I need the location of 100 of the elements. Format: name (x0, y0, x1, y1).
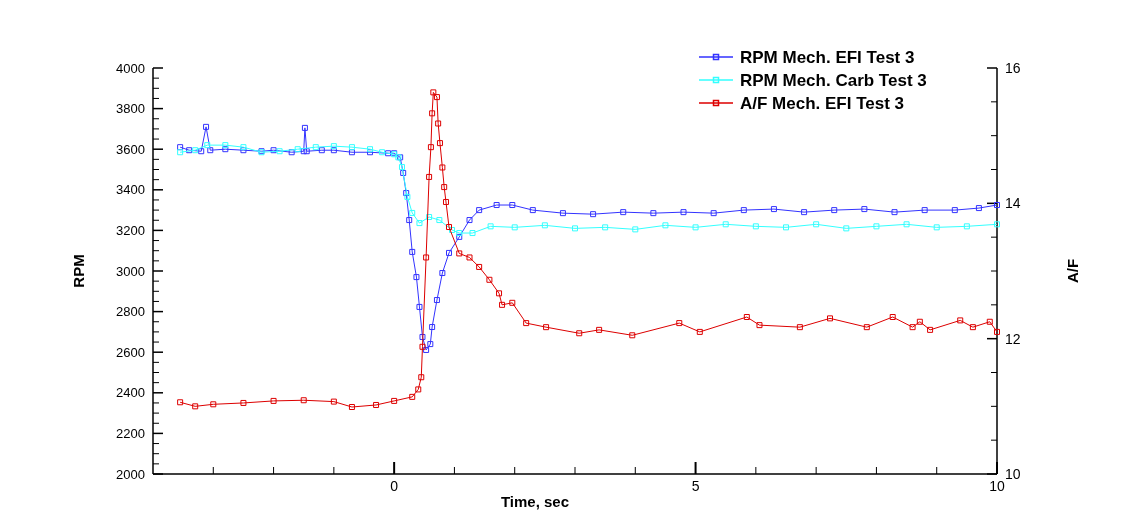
point (198, 148, 205, 155)
point (831, 207, 838, 214)
point (975, 205, 982, 212)
point (927, 326, 934, 333)
point (222, 142, 229, 149)
point (373, 401, 380, 408)
y-axis-title: RPM (70, 254, 87, 288)
y-tick-label: 3000 (116, 263, 145, 279)
point (543, 324, 550, 331)
point (177, 149, 184, 156)
point (318, 147, 325, 154)
point (419, 343, 426, 350)
y2-tick-label: 16 (1005, 60, 1021, 76)
point (330, 398, 337, 405)
point (385, 150, 392, 157)
point (827, 315, 834, 322)
point (466, 254, 473, 261)
point (300, 148, 307, 155)
point (692, 224, 699, 231)
point (427, 341, 434, 348)
point (680, 209, 687, 216)
point (476, 263, 483, 270)
point (303, 148, 310, 155)
line-series (177, 123, 1000, 353)
point (426, 214, 433, 220)
point (436, 140, 443, 147)
point (348, 144, 355, 151)
point (441, 184, 448, 191)
point (210, 401, 217, 408)
point (632, 226, 639, 233)
point (676, 320, 683, 327)
y-tick-label: 2200 (116, 425, 145, 441)
point (499, 301, 506, 308)
point (177, 144, 184, 151)
point (903, 221, 910, 228)
point (602, 224, 609, 231)
point (192, 403, 199, 410)
point (969, 324, 976, 331)
point (270, 397, 277, 404)
point (427, 144, 434, 151)
point (433, 94, 440, 101)
point (493, 202, 500, 209)
point (559, 210, 566, 217)
point (466, 217, 473, 224)
x-tick-label: 10 (989, 478, 1005, 494)
point (391, 397, 398, 404)
y-tick-label: 2400 (116, 385, 145, 401)
point (743, 314, 750, 321)
point (288, 149, 295, 156)
legend-label: RPM Mech. EFI Test 3 (740, 48, 915, 67)
point (783, 224, 789, 231)
point (406, 217, 413, 224)
point (276, 148, 283, 155)
point (379, 149, 386, 156)
y2-axis-title: A/F (1064, 258, 1081, 284)
point (752, 223, 759, 230)
point (861, 206, 868, 213)
point (620, 209, 627, 216)
point (330, 143, 337, 150)
y-tick-label: 3600 (116, 141, 145, 157)
point (419, 333, 426, 340)
point (889, 314, 896, 321)
point (413, 274, 420, 281)
point (415, 386, 422, 393)
y-tick-label: 3800 (116, 101, 145, 117)
point (487, 223, 494, 230)
point (511, 224, 518, 231)
y2-tick-label: 10 (1005, 466, 1021, 482)
point (486, 276, 493, 283)
point (476, 207, 483, 214)
point (951, 207, 958, 214)
point (398, 164, 405, 171)
point (696, 328, 703, 335)
point (436, 217, 443, 224)
point (770, 206, 777, 213)
point (416, 220, 423, 227)
point (509, 202, 516, 209)
point (192, 147, 199, 154)
point (330, 147, 337, 154)
point (426, 173, 433, 180)
point (348, 404, 355, 411)
legend-label: A/F Mech. EFI Test 3 (740, 94, 905, 113)
y-tick-label: 3200 (116, 222, 145, 238)
point (439, 270, 446, 277)
point (456, 250, 463, 257)
point (629, 332, 636, 339)
legend-label: RPM Mech. Carb Test 3 (740, 71, 927, 90)
point (740, 207, 747, 214)
y-tick-label: 2600 (116, 344, 145, 360)
point (433, 297, 440, 304)
point (986, 318, 993, 325)
y-tick-label: 2000 (116, 466, 145, 482)
point (596, 326, 603, 333)
point (207, 147, 214, 154)
x-tick-label: 0 (390, 478, 399, 494)
point (423, 346, 430, 353)
y-tick-label: 2800 (116, 304, 145, 320)
point (933, 224, 940, 231)
point (469, 230, 476, 237)
point (994, 328, 1000, 335)
